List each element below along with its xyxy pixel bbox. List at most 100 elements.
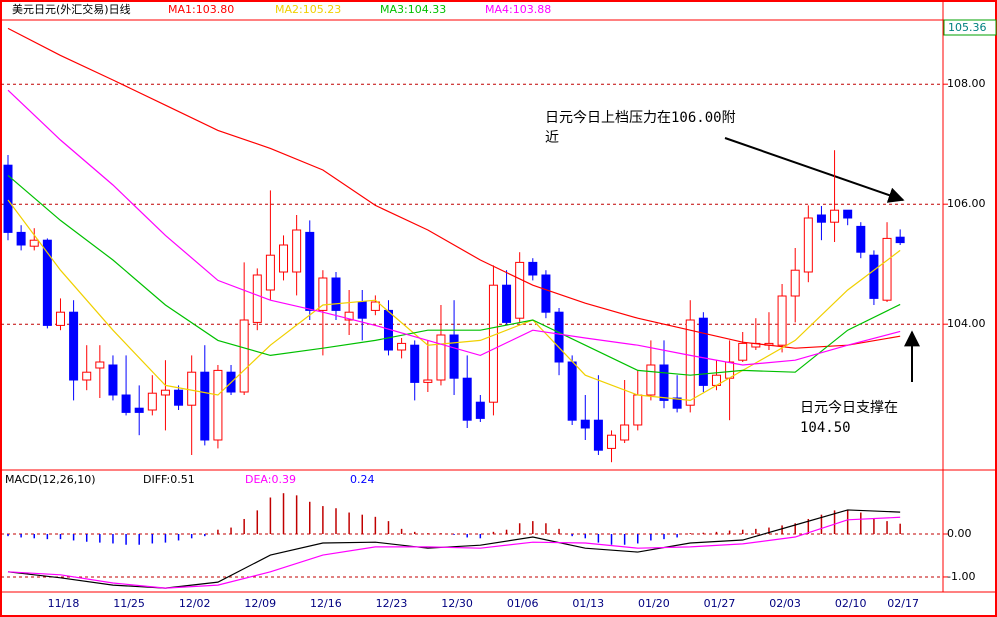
arrow: [724, 137, 905, 203]
series-line: [7, 516, 901, 589]
candle-body: [882, 237, 892, 301]
price-box: [943, 19, 997, 36]
candle-body: [147, 392, 157, 411]
candle-body: [160, 389, 170, 396]
candle-body: [698, 317, 708, 386]
x-tick-label: 02/17: [887, 597, 919, 610]
candle-body: [423, 379, 433, 383]
candle-body: [252, 274, 262, 323]
candle-body: [436, 334, 446, 381]
candle-body: [593, 419, 603, 451]
candle-body: [187, 371, 197, 406]
candle-body: [331, 277, 341, 311]
candle-body: [370, 301, 380, 311]
candle-body: [895, 236, 905, 244]
legend-entry: MA2:105.23: [275, 3, 341, 16]
legend-entry: MA3:104.33: [380, 3, 446, 16]
x-tick-label: 01/27: [704, 597, 736, 610]
y-tick-label: 104.00: [947, 317, 986, 330]
y-tick-label: 0.00: [947, 527, 972, 540]
candle-body: [554, 311, 564, 363]
x-tick-label: 12/09: [244, 597, 276, 610]
annotation: 日元今日上档压力在106.00附近: [545, 110, 736, 146]
candle-body: [108, 364, 118, 396]
legend-entry: DIFF:0.51: [143, 473, 195, 486]
candle-body: [738, 342, 748, 361]
x-tick-label: 01/20: [638, 597, 670, 610]
candle-body: [856, 225, 866, 253]
x-tick-label: 11/18: [48, 597, 80, 610]
macd-title: MACD(12,26,10): [5, 473, 96, 486]
candle-body: [55, 311, 65, 326]
candle-body: [659, 364, 669, 401]
candle-body: [830, 209, 840, 223]
candle-body: [410, 344, 420, 383]
legend-entry: MA4:103.88: [485, 3, 551, 16]
series-line: [7, 199, 901, 402]
candle-body: [174, 389, 184, 406]
candle-body: [42, 239, 52, 326]
candle-body: [95, 361, 105, 369]
candle-body: [541, 274, 551, 313]
price-label: 105.36: [948, 21, 987, 34]
series-line: [7, 89, 901, 366]
annotation: 日元今日支撑在104.50: [800, 400, 898, 436]
candle-body: [279, 244, 289, 273]
candle-body: [318, 277, 328, 311]
y-tick-label: -1.00: [947, 570, 975, 583]
candle-body: [213, 369, 223, 441]
candle-body: [685, 319, 695, 406]
candle-body: [121, 394, 131, 413]
candle-body: [16, 231, 26, 246]
legend-entry: MA1:103.80: [168, 3, 234, 16]
candle-body: [200, 371, 210, 441]
candle-body: [567, 361, 577, 421]
candle-body: [607, 434, 617, 449]
candle-body: [515, 261, 525, 319]
candle-body: [790, 269, 800, 297]
candle-body: [528, 261, 538, 276]
x-tick-label: 12/02: [179, 597, 211, 610]
x-tick-label: 12/23: [376, 597, 408, 610]
candle-body: [843, 209, 853, 219]
x-tick-label: 01/13: [572, 597, 604, 610]
candle-body: [488, 284, 498, 403]
y-tick-label: 106.00: [947, 197, 986, 210]
x-tick-label: 02/10: [835, 597, 867, 610]
candle-body: [462, 377, 472, 421]
chart-title: 美元日元(外汇交易)日线: [12, 2, 131, 16]
candle-body: [816, 214, 826, 223]
series-line: [7, 174, 901, 376]
x-tick-label: 12/16: [310, 597, 342, 610]
candle-body: [580, 419, 590, 429]
candle-body: [69, 311, 79, 381]
series-line: [7, 27, 901, 349]
candle-body: [82, 371, 92, 381]
candle-body: [777, 295, 787, 346]
y-tick-label: 108.00: [947, 77, 986, 90]
candle-body: [502, 284, 512, 323]
candle-body: [134, 407, 144, 413]
candle-body: [357, 301, 367, 319]
x-tick-label: 11/25: [113, 597, 145, 610]
candle-body: [803, 217, 813, 273]
candle-body: [633, 394, 643, 426]
candle-body: [475, 401, 485, 419]
legend-entry: DEA:0.39: [245, 473, 296, 486]
candle-body: [646, 364, 656, 396]
x-tick-label: 12/30: [441, 597, 473, 610]
candle-body: [265, 254, 275, 291]
candle-body: [239, 319, 249, 393]
x-tick-label: 01/06: [507, 597, 539, 610]
candle-body: [620, 424, 630, 441]
candle-body: [305, 231, 315, 311]
x-tick-label: 02/03: [769, 597, 801, 610]
candle-body: [344, 311, 354, 321]
candle-body: [292, 229, 302, 273]
candle-body: [29, 239, 39, 247]
candle-body: [449, 334, 459, 379]
candle-body: [869, 254, 879, 299]
